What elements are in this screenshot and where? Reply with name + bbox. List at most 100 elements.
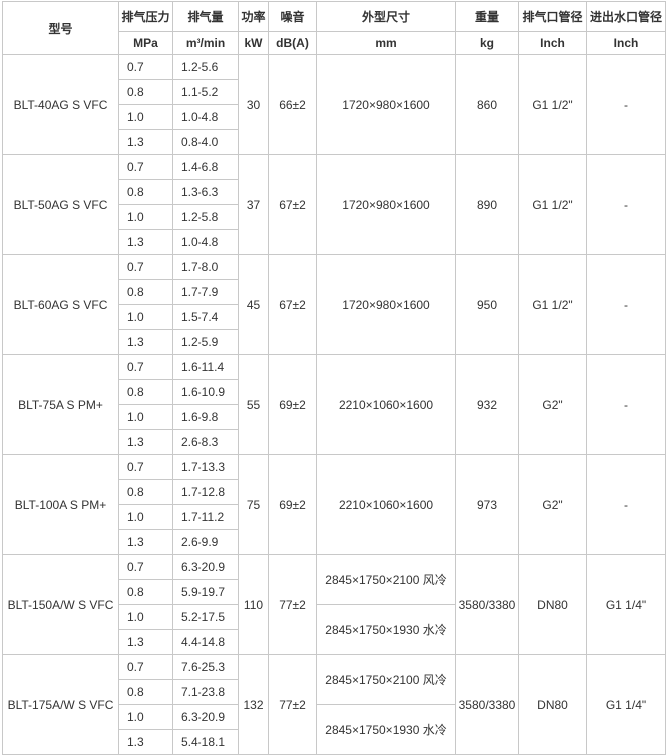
table-row: BLT-100A S PM+ 0.7 1.7-13.3 75 69±2 2210×1060… xyxy=(2,454,666,555)
column-header: 型号 xyxy=(2,1,119,55)
table-row: 1.3 5.4-18.1 xyxy=(3,729,666,755)
table-row: 1.3 4.4-14.8 xyxy=(3,629,666,655)
water: - xyxy=(586,454,666,555)
table-row: 1.3 1.2-5.9 xyxy=(3,329,666,355)
dimensions: 2845×1750×1930 水冷 xyxy=(316,704,456,755)
weight: 932 xyxy=(455,354,519,455)
flow: 1.7-13.3 xyxy=(172,454,239,480)
dimensions: 2845×1750×1930 水冷 xyxy=(316,604,456,655)
pressure: 1.3 xyxy=(118,529,173,555)
flow: 5.2-17.5 xyxy=(172,604,239,630)
dimensions: 2210×1060×1600 xyxy=(316,354,456,455)
table-row: 0.8 1.1-5.2 xyxy=(3,79,666,105)
pressure: 0.8 xyxy=(118,79,173,105)
flow: 1.6-11.4 xyxy=(172,354,239,380)
noise: 69±2 xyxy=(268,354,317,455)
weight: 3580/3380 xyxy=(455,654,519,755)
model-name: BLT-50AG S VFC xyxy=(2,154,119,255)
water: G1 1/4" xyxy=(586,554,666,655)
table-row: 1.0 6.3-20.9 2845×1750×1930 水冷 xyxy=(3,704,666,755)
flow: 1.0-4.8 xyxy=(172,229,239,255)
flow: 1.7-8.0 xyxy=(172,254,239,280)
pressure: 1.0 xyxy=(118,204,173,230)
model-name: BLT-175A/W S VFC xyxy=(2,654,119,755)
pressure: 0.7 xyxy=(118,354,173,380)
dimensions: 2210×1060×1600 xyxy=(316,454,456,555)
outlet: DN80 xyxy=(518,554,587,655)
weight: 890 xyxy=(455,154,519,255)
pressure: 0.7 xyxy=(118,554,173,580)
flow: 1.5-7.4 xyxy=(172,304,239,330)
noise: 77±2 xyxy=(268,654,317,755)
model-name: BLT-150A/W S VFC xyxy=(2,554,119,655)
pressure: 1.3 xyxy=(118,229,173,255)
noise: 67±2 xyxy=(268,254,317,355)
pressure: 0.8 xyxy=(118,179,173,205)
unit-header: MPa xyxy=(118,31,173,55)
noise: 66±2 xyxy=(268,54,317,155)
pressure: 0.8 xyxy=(118,479,173,505)
pressure: 1.3 xyxy=(118,629,173,655)
flow: 7.1-23.8 xyxy=(172,679,239,705)
noise: 69±2 xyxy=(268,454,317,555)
flow: 5.4-18.1 xyxy=(172,729,239,755)
table-row: BLT-175A/W S VFC 0.7 7.6-25.3 132 77±2 2845×1… xyxy=(2,654,666,755)
unit-header: Inch xyxy=(518,31,587,55)
flow: 1.7-7.9 xyxy=(172,279,239,305)
flow: 1.7-11.2 xyxy=(172,504,239,530)
power: 75 xyxy=(238,454,269,555)
noise: 67±2 xyxy=(268,154,317,255)
unit-header: Inch xyxy=(586,31,666,55)
power: 37 xyxy=(238,154,269,255)
unit-header: mm xyxy=(316,31,456,55)
flow: 1.0-4.8 xyxy=(172,104,239,130)
pressure: 0.7 xyxy=(118,454,173,480)
water: - xyxy=(586,354,666,455)
flow: 6.3-20.9 xyxy=(172,554,239,580)
dimensions: 1720×980×1600 xyxy=(316,254,456,355)
noise: 77±2 xyxy=(268,554,317,655)
weight: 860 xyxy=(455,54,519,155)
model-name: BLT-60AG S VFC xyxy=(2,254,119,355)
unit-header: kW xyxy=(238,31,269,55)
power: 30 xyxy=(238,54,269,155)
column-header: 外型尺寸 xyxy=(316,1,456,32)
table-row: BLT-50AG S VFC 0.7 1.4-6.8 37 67±2 1720×980×1… xyxy=(2,154,666,255)
pressure: 1.0 xyxy=(118,304,173,330)
weight: 950 xyxy=(455,254,519,355)
flow: 1.6-9.8 xyxy=(172,404,239,430)
weight: 3580/3380 xyxy=(455,554,519,655)
water: - xyxy=(586,254,666,355)
pressure: 1.0 xyxy=(118,404,173,430)
table-row: BLT-150A/W S VFC 0.7 6.3-20.9 110 77±2 2845×1… xyxy=(2,554,666,655)
column-header: 功率 xyxy=(238,1,269,32)
flow: 1.4-6.8 xyxy=(172,154,239,180)
table-row: 1.3 1.0-4.8 xyxy=(3,229,666,255)
model-name: BLT-100A S PM+ xyxy=(2,454,119,555)
outlet: G1 1/2" xyxy=(518,54,587,155)
flow: 4.4-14.8 xyxy=(172,629,239,655)
power: 45 xyxy=(238,254,269,355)
table-row: BLT-75A S PM+ 0.7 1.6-11.4 55 69±2 2210×1060×… xyxy=(2,354,666,455)
column-header: 排气压力 xyxy=(118,1,173,32)
table-row: 1.0 1.6-9.8 xyxy=(3,404,666,430)
water: G1 1/4" xyxy=(586,654,666,755)
outlet: DN80 xyxy=(518,654,587,755)
flow: 2.6-8.3 xyxy=(172,429,239,455)
water: - xyxy=(586,154,666,255)
pressure: 1.0 xyxy=(118,604,173,630)
table-row: 0.8 7.1-23.8 xyxy=(3,679,666,705)
column-header: 进出水口管径 xyxy=(586,1,666,32)
pressure: 0.7 xyxy=(118,654,173,680)
table-row: BLT-40AG S VFC 0.7 1.2-5.6 30 66±2 1720×980×1… xyxy=(2,54,666,155)
table-row: 0.8 1.3-6.3 xyxy=(3,179,666,205)
flow: 7.6-25.3 xyxy=(172,654,239,680)
flow: 5.9-19.7 xyxy=(172,579,239,605)
column-header: 噪音 xyxy=(268,1,317,32)
model-name: BLT-75A S PM+ xyxy=(2,354,119,455)
pressure: 0.8 xyxy=(118,579,173,605)
flow: 1.2-5.6 xyxy=(172,54,239,80)
